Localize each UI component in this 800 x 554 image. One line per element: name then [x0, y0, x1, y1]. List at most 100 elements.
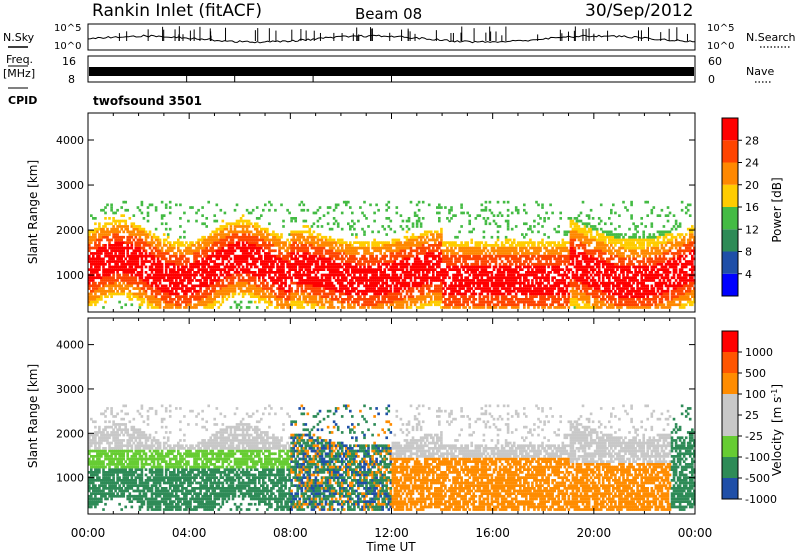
power-cell [100, 298, 103, 301]
power-cell [137, 260, 140, 263]
power-cell [94, 303, 97, 306]
power-cell [226, 263, 229, 266]
power-cell [252, 209, 255, 212]
power-cell [264, 204, 267, 207]
power-cell [203, 222, 206, 225]
power-cell [183, 279, 186, 282]
power-cell [286, 209, 289, 212]
power-cell [211, 306, 214, 309]
power-cell [264, 268, 267, 271]
power-cell [248, 268, 251, 271]
power-cell [222, 301, 225, 304]
power-cell [254, 276, 257, 279]
power-cell [145, 239, 148, 242]
power-cell [169, 206, 172, 209]
noise-left-tick-bottom: 10^0 [54, 41, 81, 52]
power-cell [240, 217, 243, 220]
power-cell [153, 258, 156, 261]
power-cell [133, 271, 136, 274]
power-cell [147, 212, 150, 215]
power-cell [258, 252, 261, 255]
power-cell [205, 282, 208, 285]
power-cell [294, 295, 297, 298]
power-cell [274, 249, 277, 252]
date-title: 30/Sep/2012 [585, 1, 693, 21]
power-cell [258, 285, 261, 288]
power-cell [153, 241, 156, 244]
power-cell [296, 287, 299, 290]
power-cell [203, 236, 206, 239]
power-cell [133, 239, 136, 242]
power-cell [169, 201, 172, 204]
power-cell [292, 249, 295, 252]
power-cell [179, 236, 182, 239]
power-cell [161, 268, 164, 271]
power-cell [189, 247, 192, 250]
power-cell [240, 301, 243, 304]
power-cell [238, 271, 241, 274]
power-cell [272, 266, 275, 269]
power-cell [167, 266, 170, 269]
power-cell [189, 298, 192, 301]
power-cell [185, 241, 188, 244]
power-cell [124, 303, 127, 306]
power-cell [228, 233, 231, 236]
power-cell [161, 266, 164, 269]
power-cell [240, 274, 243, 277]
power-cell [116, 263, 119, 266]
power-cell [141, 276, 144, 279]
power-cell [114, 252, 117, 255]
power-heatmap [88, 201, 696, 309]
power-cell [183, 244, 186, 247]
power-cell [120, 285, 123, 288]
power-cell [183, 212, 186, 215]
power-cell [104, 263, 107, 266]
power-cell [238, 266, 241, 269]
power-cell [258, 276, 261, 279]
power-cell [102, 209, 105, 212]
power-cell [161, 263, 164, 266]
power-cell [232, 263, 235, 266]
power-cell [248, 274, 251, 277]
power-cell [290, 276, 293, 279]
power-cell [94, 236, 97, 239]
power-cell [195, 220, 198, 223]
power-cell [171, 279, 174, 282]
power-cell [199, 255, 202, 258]
power-cell [102, 258, 105, 261]
power-cell [165, 244, 168, 247]
power-cell [272, 285, 275, 288]
power-cell [284, 241, 287, 244]
power-cell [165, 268, 168, 271]
power-cell [256, 306, 259, 309]
power-cell [145, 271, 148, 274]
power-cell [288, 212, 291, 215]
power-cell [230, 225, 233, 228]
power-cell [272, 276, 275, 279]
power-cell [104, 212, 107, 215]
power-cell [98, 266, 101, 269]
power-cell [131, 247, 134, 250]
power-cell [290, 255, 293, 258]
power-cell [242, 266, 245, 269]
power-cell [141, 204, 144, 207]
noise-search-spikes [119, 26, 687, 41]
power-cell [199, 290, 202, 293]
power-cell [124, 222, 127, 225]
power-cell [122, 290, 125, 293]
power-cell [151, 239, 154, 242]
power-cell [191, 279, 194, 282]
power-cell [222, 263, 225, 266]
power-cell [216, 220, 219, 223]
power-cell [218, 276, 221, 279]
power-cell [185, 266, 188, 269]
power-cell [280, 279, 283, 282]
power-cell [155, 228, 158, 231]
power-cell [218, 306, 221, 309]
power-cell [149, 260, 152, 263]
power-cell [270, 287, 273, 290]
beam-title: Beam 08 [355, 5, 422, 23]
power-cell [187, 260, 190, 263]
power-cell [179, 225, 182, 228]
power-cell [110, 209, 113, 212]
